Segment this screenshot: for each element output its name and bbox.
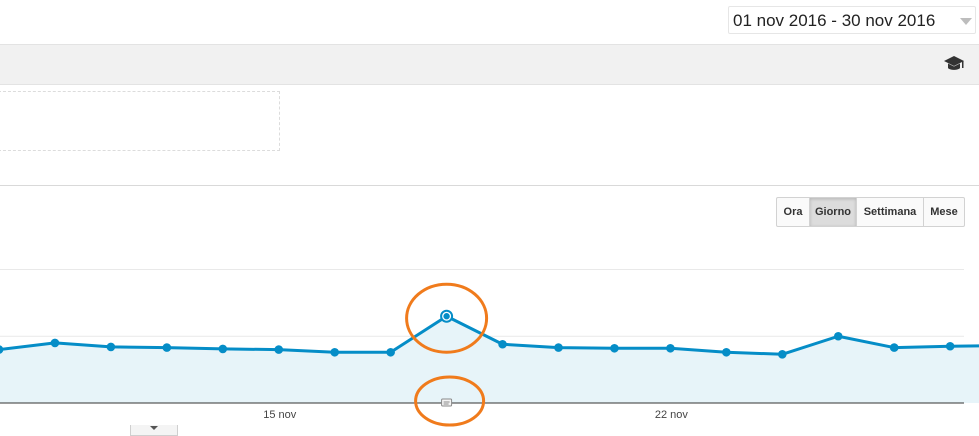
data-point[interactable] (50, 338, 60, 348)
report-toolbar (0, 44, 979, 85)
highlight-circle-peak (405, 282, 489, 354)
data-point[interactable] (610, 343, 619, 353)
data-point[interactable] (722, 347, 731, 357)
data-point[interactable] (945, 341, 955, 351)
data-point[interactable] (218, 344, 228, 354)
date-range-label: 01 nov 2016 - 30 nov 2016 (733, 11, 936, 30)
data-point[interactable] (833, 331, 843, 341)
data-point[interactable] (778, 349, 787, 359)
data-point[interactable] (162, 343, 172, 352)
data-point[interactable] (498, 339, 507, 349)
graduation-cap-icon[interactable] (943, 55, 965, 73)
annotation-drawer-toggle[interactable] (130, 425, 178, 436)
annotation-icon[interactable] (441, 398, 453, 407)
data-point[interactable] (330, 347, 340, 357)
chevron-down-icon (150, 426, 158, 430)
x-tick-label: 22 nov (655, 409, 689, 421)
data-point[interactable] (106, 342, 116, 352)
x-tick-label: 15 nov (263, 409, 297, 421)
data-point[interactable] (889, 343, 899, 352)
data-point[interactable] (274, 345, 284, 354)
granularity-settimana-button[interactable]: Settimana (856, 197, 924, 227)
data-point[interactable] (0, 345, 4, 354)
data-point[interactable] (386, 347, 395, 357)
granularity-switcher: Ora Giorno Settimana Mese (776, 197, 965, 227)
series-area (0, 316, 979, 403)
date-range-selector[interactable]: 01 nov 2016 - 30 nov 2016 (728, 6, 976, 34)
granularity-ora-button[interactable]: Ora (776, 197, 810, 227)
highlight-circle-annotation (414, 375, 486, 427)
data-point[interactable] (666, 343, 675, 353)
chevron-down-icon[interactable] (960, 18, 972, 25)
data-point-highlighted-core (443, 313, 450, 320)
section-divider (0, 185, 979, 186)
segment-placeholder (0, 91, 280, 151)
granularity-giorno-button[interactable]: Giorno (809, 197, 857, 227)
granularity-mese-button[interactable]: Mese (923, 197, 965, 227)
data-point[interactable] (554, 343, 563, 352)
